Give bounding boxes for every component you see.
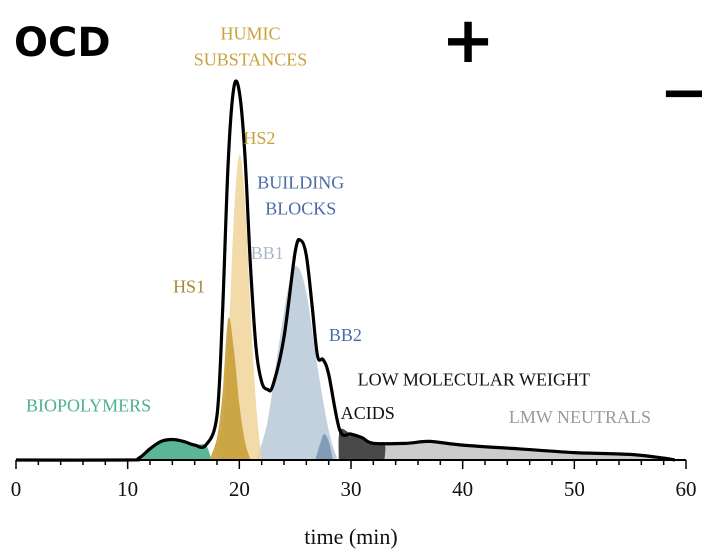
tick-label-60: 60 bbox=[676, 477, 697, 501]
annotation-lmw-neutrals: LMW NEUTRALS bbox=[509, 407, 651, 427]
tick-label-30: 30 bbox=[341, 477, 362, 501]
annotation-hs1: HS1 bbox=[173, 277, 205, 297]
annotation-bb1: BB1 bbox=[251, 243, 284, 263]
annotation-blocks: BLOCKS bbox=[265, 198, 336, 218]
plus-marker: + bbox=[441, 4, 495, 78]
annotation-bb2: BB2 bbox=[329, 325, 362, 345]
tick-label-10: 10 bbox=[117, 477, 138, 501]
total-signal-line bbox=[15, 79, 676, 462]
annotations: HUMIC SUBSTANCES HS2 BUILDING BLOCKS BB1 HS1 BB… bbox=[26, 24, 651, 427]
tick-label-40: 40 bbox=[452, 477, 473, 501]
x-ticks bbox=[15, 460, 687, 469]
annotation-building: BUILDING bbox=[257, 172, 344, 192]
annotation-humic: HUMIC bbox=[220, 24, 280, 44]
tick-label-50: 50 bbox=[564, 477, 585, 501]
area-bb1 bbox=[256, 266, 338, 460]
chart-title: OCD bbox=[14, 20, 111, 66]
area-hs1 bbox=[209, 317, 251, 460]
x-axis-label: time (min) bbox=[304, 524, 397, 549]
area-bb2 bbox=[315, 434, 334, 460]
annotation-substances: SUBSTANCES bbox=[194, 50, 308, 70]
annotation-biopolymers: BIOPOLYMERS bbox=[26, 396, 151, 416]
annotation-acids: ACIDS bbox=[341, 403, 395, 423]
annotation-low-molecular-weight: LOW MOLECULAR WEIGHT bbox=[358, 370, 590, 390]
x-tick-labels: 0 10 20 30 40 50 60 bbox=[11, 477, 697, 501]
annotation-hs2: HS2 bbox=[243, 128, 275, 148]
tick-label-0: 0 bbox=[11, 477, 22, 501]
minus-marker: − bbox=[660, 58, 702, 126]
tick-label-20: 20 bbox=[229, 477, 250, 501]
fraction-areas bbox=[138, 154, 675, 460]
area-low-molecular-weight-acids bbox=[338, 428, 386, 460]
